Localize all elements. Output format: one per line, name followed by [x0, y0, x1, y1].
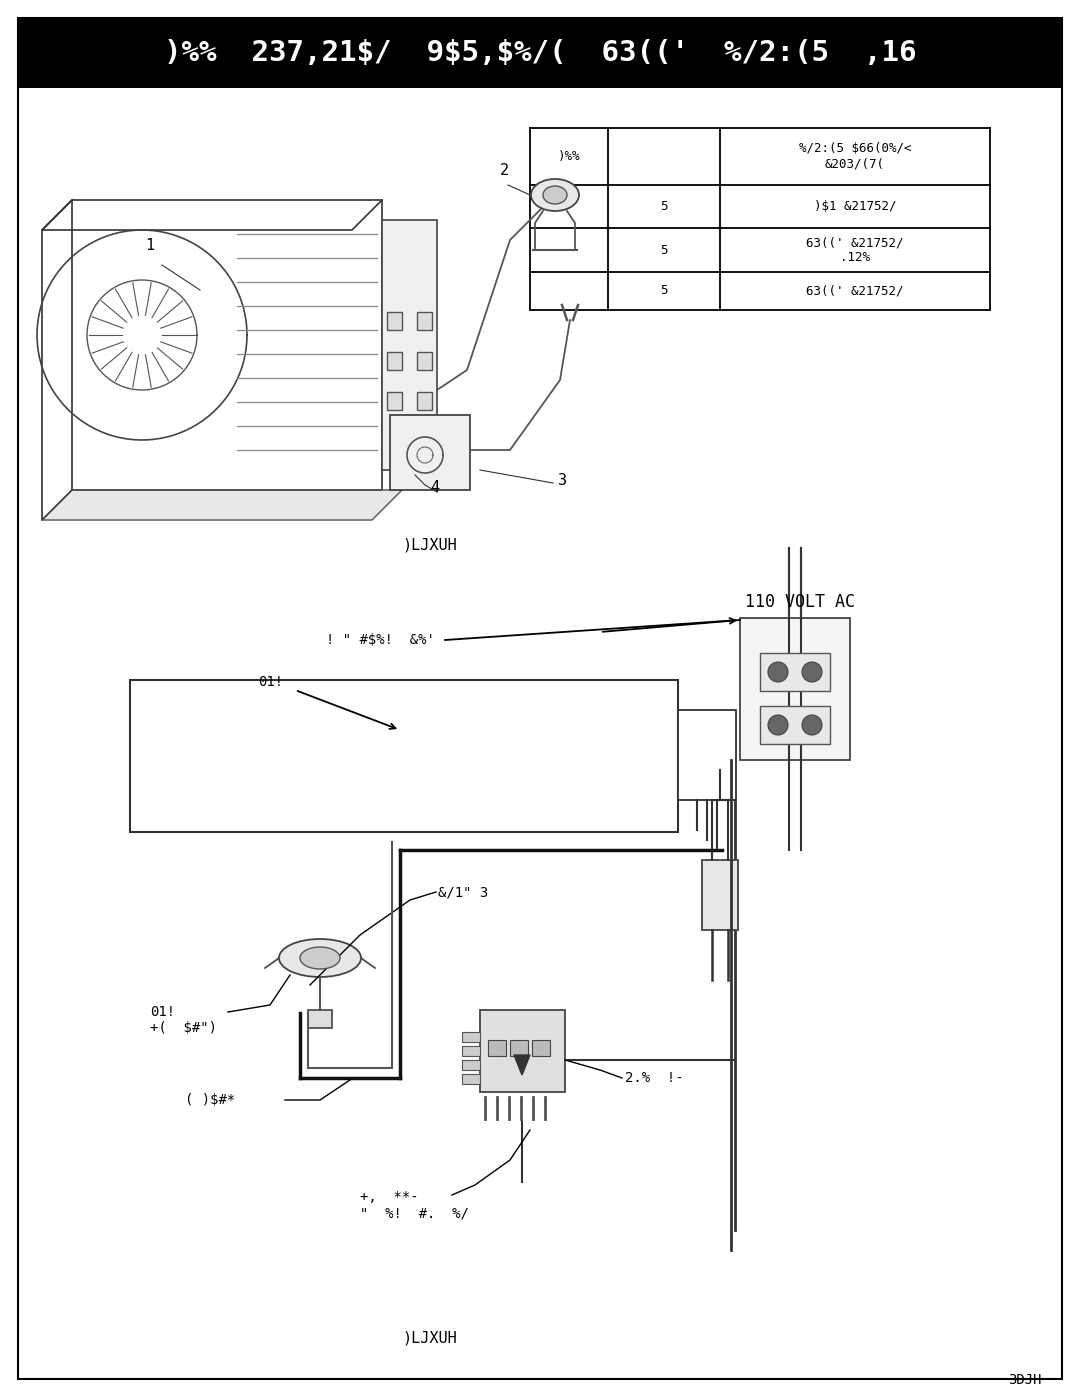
Text: )$1 &21752/: )$1 &21752/ — [813, 200, 896, 212]
Bar — [462, 1074, 480, 1084]
Bar — [760, 652, 831, 692]
Bar — [462, 1060, 480, 1070]
Text: %/2:(5 $66(0%/<
&203/(7(: %/2:(5 $66(0%/< &203/(7( — [799, 142, 912, 170]
Ellipse shape — [543, 186, 567, 204]
Polygon shape — [42, 490, 402, 520]
Text: 110 VOLT AC: 110 VOLT AC — [745, 592, 855, 610]
Text: 3DJH: 3DJH — [1009, 1373, 1042, 1387]
Text: 01!: 01! — [258, 675, 283, 689]
Bar — [760, 705, 831, 745]
Bar — [462, 1046, 480, 1056]
Bar — [390, 415, 470, 490]
Circle shape — [802, 662, 822, 682]
Text: 3: 3 — [558, 474, 567, 488]
Ellipse shape — [531, 179, 579, 211]
Bar — [702, 861, 738, 930]
Text: 5: 5 — [660, 243, 667, 257]
Text: )%%  237,21$/  9$5,$%/(  63(('  %/2:(5  ,16: )%% 237,21$/ 9$5,$%/( 63((' %/2:(5 ,16 — [164, 39, 916, 67]
Circle shape — [768, 662, 788, 682]
Bar — [417, 352, 432, 370]
Ellipse shape — [279, 939, 361, 977]
Text: 5: 5 — [660, 200, 667, 212]
Text: )LJXUH: )LJXUH — [403, 538, 457, 552]
Text: 4: 4 — [430, 481, 440, 495]
Bar — [417, 312, 432, 330]
Bar — [480, 1010, 565, 1092]
Circle shape — [802, 715, 822, 735]
Bar — [382, 219, 437, 469]
Bar — [532, 1039, 550, 1056]
Bar — [387, 352, 402, 370]
Text: 2: 2 — [500, 163, 509, 177]
Text: )%%: )%% — [557, 149, 580, 163]
Bar — [510, 1039, 528, 1056]
Text: 2.%  !-: 2.% !- — [625, 1071, 684, 1085]
Circle shape — [768, 715, 788, 735]
Text: 63((' &21752/: 63((' &21752/ — [807, 285, 904, 298]
Bar — [130, 680, 678, 833]
Bar — [678, 710, 735, 800]
Text: 5: 5 — [660, 285, 667, 298]
Ellipse shape — [300, 947, 340, 970]
Text: +,  **-
"  %!  #.  %/: +, **- " %! #. %/ — [360, 1190, 469, 1220]
Text: &/1" 3: &/1" 3 — [438, 886, 488, 900]
Text: )LJXUH: )LJXUH — [403, 1330, 457, 1345]
Polygon shape — [514, 1055, 530, 1076]
Text: 63((' &21752/
.12%: 63((' &21752/ .12% — [807, 236, 904, 264]
Bar — [18, 18, 1062, 88]
Bar — [387, 312, 402, 330]
Bar — [387, 393, 402, 409]
Bar — [417, 393, 432, 409]
Bar — [308, 1010, 332, 1028]
Bar — [462, 1032, 480, 1042]
Text: 1: 1 — [145, 237, 154, 253]
Bar — [488, 1039, 507, 1056]
Bar — [740, 617, 850, 760]
Text: ! " #$%!  &%': ! " #$%! &%' — [325, 633, 434, 647]
Text: 01!
+(  $#"): 01! +( $#") — [150, 1004, 217, 1035]
Text: ( )$#*: ( )$#* — [185, 1092, 235, 1106]
